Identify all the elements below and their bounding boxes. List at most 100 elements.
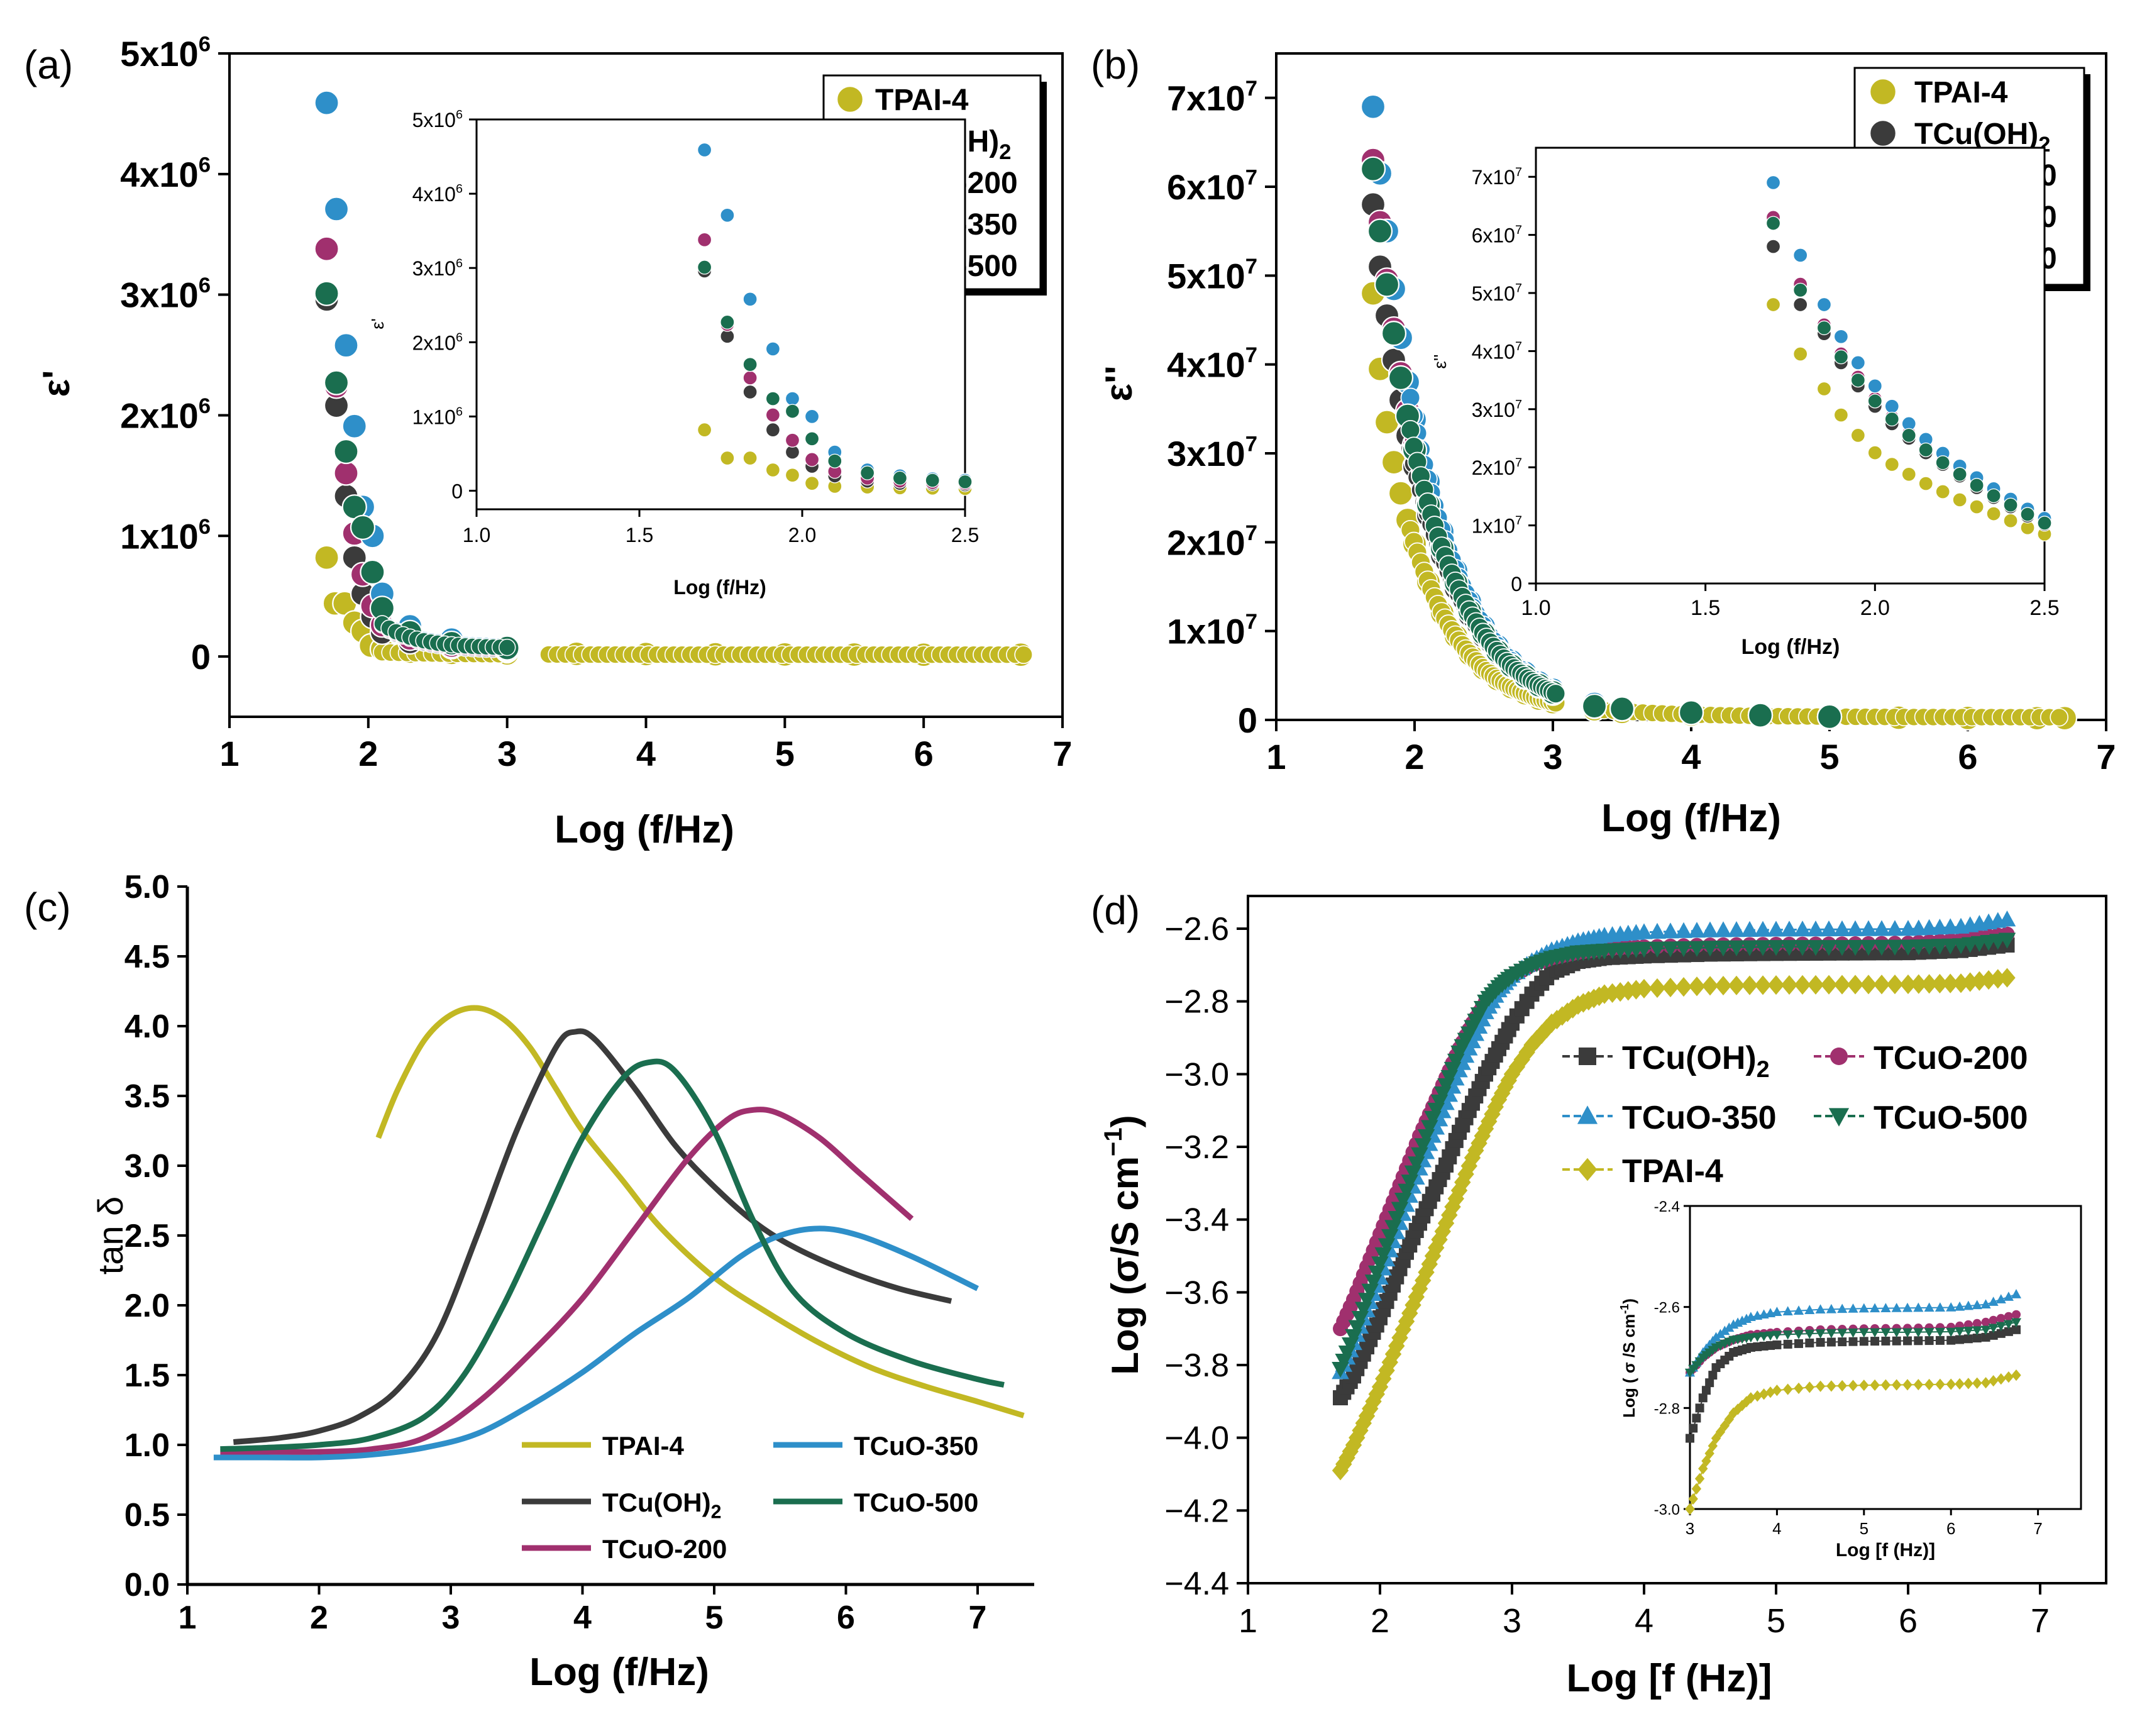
- d-inset-marker: [1902, 1379, 1912, 1391]
- a-point: [1014, 645, 1034, 665]
- d-marker: [1460, 1156, 1477, 1176]
- a-inset-point: [742, 370, 758, 385]
- panel-label-d: (d): [1091, 888, 1140, 933]
- b-inset-point: [1833, 349, 1849, 365]
- d-inset-marker: [1892, 1336, 1901, 1346]
- a-inset-x-tick-label: 1.5: [626, 524, 653, 546]
- a-inset-point: [804, 476, 820, 491]
- d-inset-marker: [1913, 1302, 1924, 1312]
- d-marker: [1454, 1172, 1471, 1192]
- d-x-axis-label: Log [f (Hz)]: [1566, 1657, 1772, 1700]
- a-inset-y-tick-label: 4x106: [412, 182, 463, 206]
- d-inset-marker: [2004, 1371, 2014, 1383]
- d-marker: [1807, 940, 1824, 956]
- d-inset-marker: [1972, 1326, 1982, 1336]
- d-marker: [1820, 975, 1838, 995]
- d-inset-marker: [1745, 1333, 1756, 1343]
- d-inset-marker: [1698, 1393, 1708, 1403]
- b-x-tick-label: 2: [1405, 737, 1424, 777]
- b-x-tick-label: 1: [1266, 737, 1286, 777]
- d-inset-marker: [1837, 1303, 1848, 1313]
- d-inset-marker: [1996, 1329, 2006, 1338]
- b-inset-point: [1793, 282, 1808, 298]
- d-inset-marker: [1995, 1322, 2006, 1332]
- d-marker: [1873, 975, 1890, 995]
- d-marker: [1487, 1097, 1504, 1117]
- b-inset-point: [1969, 478, 1984, 493]
- b-inset-y-tick-label: 6x107: [1472, 223, 1522, 246]
- a-inset-point: [742, 357, 758, 372]
- d-inset-x-tick-label: 4: [1772, 1519, 1781, 1538]
- d-inset-marker: [1816, 1337, 1825, 1347]
- d-marker: [1635, 923, 1653, 939]
- d-marker: [1543, 1013, 1560, 1033]
- d-inset-marker: [1880, 1328, 1891, 1338]
- b-inset-y-tick-label: 0: [1511, 573, 1522, 595]
- d-marker: [1441, 1205, 1458, 1225]
- d-marker: [1701, 921, 1719, 937]
- d-y-tick-label: −4.2: [1164, 1493, 1229, 1529]
- d-inset-marker: [1870, 1303, 1880, 1313]
- c-y-tick-label: 3.0: [124, 1148, 170, 1185]
- b-inset-point: [1935, 455, 1950, 470]
- d-marker: [1450, 1180, 1468, 1200]
- b-inset-point: [1986, 506, 2001, 521]
- d-inset-marker: [1782, 1306, 1793, 1315]
- a-inset-frame: [475, 118, 966, 511]
- d-inset-marker: [1980, 1377, 1991, 1389]
- d-marker: [1780, 940, 1798, 956]
- a-inset-y-tick-label: 5x106: [412, 108, 463, 131]
- d-legend-label: TCuO-500: [1874, 1100, 2028, 1136]
- b-inset-point: [1952, 492, 1967, 507]
- d-inset-marker: [1902, 1328, 1913, 1338]
- a-point: [314, 280, 339, 306]
- a-inset-point: [765, 341, 781, 357]
- c-y-tick-label: 4.5: [124, 939, 170, 975]
- b-inset-y-tick-label: 2x107: [1472, 456, 1522, 479]
- d-inset-marker: [1981, 1317, 1990, 1327]
- d-inset-marker: [1891, 1303, 1902, 1312]
- d-marker: [1381, 1352, 1398, 1373]
- d-inset-marker: [1694, 1473, 1705, 1484]
- c-y-tick-label: 2.5: [124, 1218, 170, 1254]
- d-marker: [1477, 1119, 1494, 1139]
- d-inset-marker: [1772, 1307, 1782, 1316]
- a-inset-point: [804, 409, 820, 424]
- b-inset-point: [1969, 499, 1984, 514]
- d-inset-marker: [1782, 1330, 1793, 1340]
- d-marker: [1873, 920, 1890, 936]
- b-inset-point: [2003, 497, 2018, 512]
- b-y-axis-label: ε'': [1098, 365, 1140, 401]
- d-inset-marker: [1972, 1377, 1982, 1389]
- panel-c-chart: 1 2 3 4 5 6 7 0.0 0.5 1.0 1.5 2.0 2.5 3.0 3.5 4.0 4.5 5.0…: [91, 869, 1034, 1694]
- d-marker: [1714, 921, 1732, 937]
- d-inset-marker: [1804, 1329, 1815, 1339]
- d-marker: [1371, 1377, 1389, 1397]
- d-marker: [1767, 940, 1785, 956]
- d-marker: [1820, 920, 1838, 937]
- d-marker: [1345, 1435, 1362, 1455]
- d-inset-marker: [1708, 1371, 1718, 1380]
- d-marker: [1338, 1447, 1355, 1468]
- b-inset-point: [1833, 329, 1849, 344]
- d-marker: [1528, 1029, 1545, 1049]
- c-x-axis-label: Log (f/Hz): [529, 1650, 709, 1694]
- d-marker: [1833, 940, 1851, 956]
- a-point: [323, 370, 350, 395]
- b-inset-point: [1816, 381, 1832, 397]
- b-inset-point: [1867, 394, 1882, 409]
- b-x-tick-label: 5: [1819, 737, 1839, 777]
- a-inset-x-tick-label: 1.0: [463, 524, 490, 546]
- d-inset-marker: [1935, 1327, 1945, 1337]
- b-legend-label: TPAI-4: [1914, 76, 2008, 109]
- b-inset-point: [1765, 175, 1781, 191]
- d-marker: [1807, 975, 1824, 995]
- a-inset-point: [804, 452, 820, 467]
- c-y-axis-label: tan δ: [91, 1197, 130, 1275]
- b-inset-point: [1867, 379, 1882, 394]
- b-point: [1747, 702, 1774, 728]
- c-y-tick-label: 0.5: [124, 1497, 170, 1534]
- c-y-tick-label: 1.5: [124, 1357, 170, 1394]
- d-inset-marker: [1980, 1299, 1991, 1308]
- d-marker: [1358, 1406, 1376, 1426]
